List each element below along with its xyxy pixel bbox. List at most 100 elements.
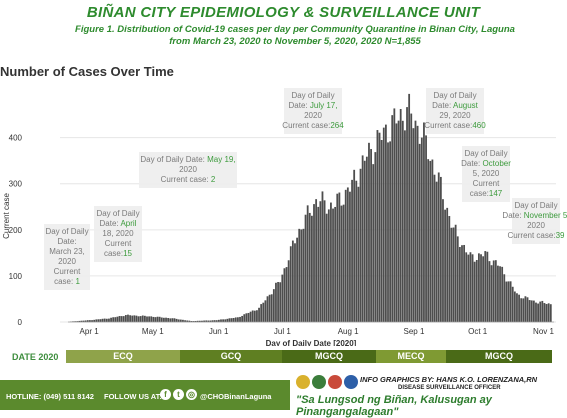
bar bbox=[379, 133, 381, 322]
bar bbox=[235, 317, 237, 322]
annotation-text: 2020 bbox=[304, 111, 322, 120]
bar bbox=[343, 205, 345, 322]
bar bbox=[349, 192, 351, 322]
bar bbox=[315, 199, 317, 322]
bar bbox=[336, 194, 338, 322]
bar bbox=[522, 298, 524, 322]
phase-mecq: MECQ bbox=[376, 350, 446, 363]
bar bbox=[161, 317, 163, 322]
bar bbox=[273, 289, 275, 322]
bar bbox=[518, 295, 520, 322]
bar bbox=[262, 303, 264, 322]
bar bbox=[241, 316, 243, 322]
bar bbox=[252, 310, 254, 322]
bar bbox=[119, 316, 121, 322]
x-axis-label: Day of Daily Date [2020] bbox=[266, 339, 357, 346]
bar bbox=[110, 318, 112, 322]
bar bbox=[417, 126, 419, 322]
x-tick-label: Apr 1 bbox=[80, 327, 100, 336]
annotation-text: Day of Daily bbox=[433, 91, 476, 100]
bar bbox=[387, 142, 389, 322]
annotation-text: case:147 bbox=[470, 189, 503, 198]
annotation-text: Current case:39 bbox=[508, 231, 565, 240]
bar bbox=[457, 236, 459, 322]
bar bbox=[146, 316, 148, 322]
annotation-text: case:15 bbox=[104, 249, 133, 258]
bar bbox=[423, 122, 425, 322]
caption-line-1: Figure 1. Distribution of Covid-19 cases… bbox=[60, 24, 530, 36]
bar bbox=[309, 213, 311, 322]
bar bbox=[525, 296, 527, 322]
bar bbox=[275, 283, 277, 322]
bar bbox=[412, 128, 414, 322]
figure-caption: Figure 1. Distribution of Covid-19 cases… bbox=[60, 24, 530, 47]
annotation-text: Date: August bbox=[432, 101, 479, 110]
bar bbox=[372, 164, 374, 322]
bar bbox=[150, 316, 152, 322]
page-title: BIÑAN CITY EPIDEMIOLOGY & SURVEILLANCE U… bbox=[0, 4, 567, 21]
bar bbox=[311, 216, 313, 322]
x-tick-label: May 1 bbox=[142, 327, 164, 336]
bar bbox=[231, 318, 233, 322]
bar bbox=[539, 302, 541, 322]
seal-logo bbox=[328, 375, 342, 389]
bar bbox=[495, 260, 497, 322]
credit-subtitle: DISEASE SURVEILLANCE OFFICER bbox=[398, 385, 501, 391]
twitter-icon[interactable]: t bbox=[173, 389, 184, 400]
bar bbox=[398, 121, 400, 322]
bar bbox=[229, 318, 231, 322]
bar bbox=[271, 294, 273, 322]
bar bbox=[544, 303, 546, 322]
bar bbox=[129, 315, 131, 322]
bar bbox=[480, 254, 482, 322]
bar bbox=[537, 304, 539, 322]
bar bbox=[334, 207, 336, 322]
bar bbox=[451, 228, 453, 322]
bar bbox=[436, 182, 438, 322]
bar bbox=[501, 267, 503, 322]
bar bbox=[434, 175, 436, 322]
bar bbox=[292, 241, 294, 322]
bar bbox=[313, 204, 315, 322]
annotation-text: Current bbox=[54, 267, 81, 276]
bar bbox=[444, 210, 446, 322]
bar bbox=[432, 160, 434, 322]
bar bbox=[503, 274, 505, 322]
bar bbox=[144, 316, 146, 322]
bar bbox=[520, 298, 522, 322]
bar bbox=[288, 260, 290, 322]
bar bbox=[408, 94, 410, 322]
bar bbox=[446, 208, 448, 322]
bar bbox=[239, 317, 241, 322]
bar bbox=[133, 315, 135, 322]
annotation-text: Date: October bbox=[461, 159, 511, 168]
bar bbox=[106, 319, 108, 322]
caption-line-2: from March 23, 2020 to November 5, 2020,… bbox=[60, 36, 530, 48]
annotation-text: Date: November 5, bbox=[502, 211, 567, 220]
bar bbox=[364, 161, 366, 322]
bar bbox=[531, 300, 533, 322]
bar bbox=[97, 319, 99, 322]
bar bbox=[169, 318, 171, 322]
chart-title: Number of Cases Over Time bbox=[0, 64, 174, 79]
bar bbox=[476, 260, 478, 322]
bar bbox=[296, 238, 298, 322]
bar bbox=[142, 316, 144, 322]
facebook-icon[interactable]: f bbox=[160, 389, 171, 400]
bar bbox=[486, 252, 488, 322]
bar bbox=[112, 317, 114, 322]
social-handle[interactable]: @CHOBinanLaguna bbox=[200, 392, 271, 401]
annotation-text: 2020 bbox=[179, 165, 197, 174]
bar bbox=[548, 303, 550, 322]
bar bbox=[370, 149, 372, 322]
bar bbox=[248, 313, 250, 322]
bar bbox=[264, 300, 266, 322]
instagram-icon[interactable]: ◎ bbox=[186, 389, 197, 400]
annotation-text: Day of Daily bbox=[45, 227, 88, 236]
bar bbox=[114, 317, 116, 322]
bar bbox=[358, 187, 360, 322]
